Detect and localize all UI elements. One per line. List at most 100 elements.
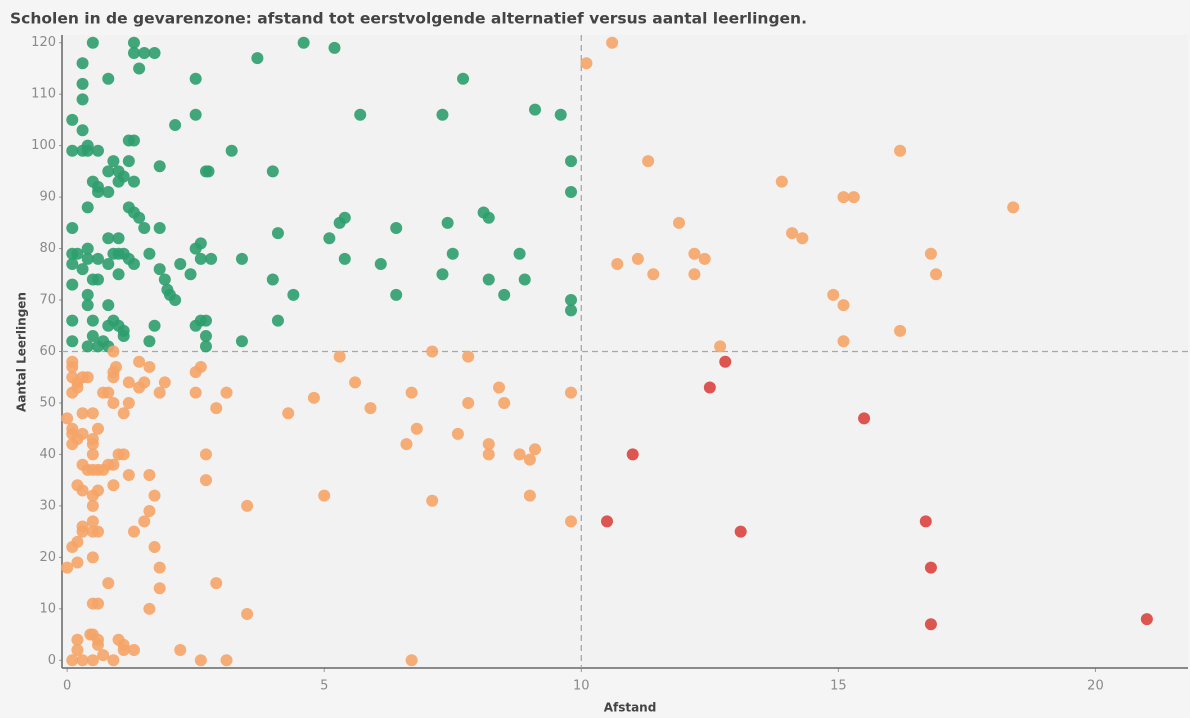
point	[66, 278, 79, 291]
point	[107, 345, 120, 358]
point	[127, 47, 140, 60]
x-axis-label: Afstand	[604, 701, 657, 715]
point	[102, 232, 115, 245]
point	[66, 438, 79, 451]
point	[400, 438, 413, 451]
point	[91, 638, 104, 651]
point	[462, 350, 475, 363]
point	[328, 41, 341, 54]
point	[354, 108, 367, 121]
y-tick-label: 30	[39, 498, 56, 513]
point	[565, 294, 578, 307]
point	[518, 273, 531, 286]
point	[76, 427, 89, 440]
point	[924, 247, 937, 260]
point	[161, 283, 174, 296]
point	[117, 330, 130, 343]
point	[174, 643, 187, 656]
point	[127, 36, 140, 49]
point	[138, 47, 151, 60]
point	[210, 577, 223, 590]
point	[703, 381, 716, 394]
point	[410, 422, 423, 435]
point	[102, 165, 115, 178]
point	[66, 335, 79, 348]
point	[235, 335, 248, 348]
point	[523, 489, 536, 502]
y-tick-label: 50	[39, 395, 56, 410]
point	[143, 602, 156, 615]
point	[122, 376, 135, 389]
point	[482, 211, 495, 224]
point	[102, 258, 115, 271]
point	[86, 448, 99, 461]
point	[127, 134, 140, 147]
point	[482, 438, 495, 451]
y-tick-label: 100	[31, 138, 56, 153]
point	[91, 185, 104, 198]
point	[71, 643, 84, 656]
point	[241, 607, 254, 620]
point	[930, 268, 943, 281]
point	[86, 654, 99, 667]
point	[81, 139, 94, 152]
point	[76, 263, 89, 276]
point	[199, 314, 212, 327]
point	[81, 252, 94, 265]
point	[374, 258, 387, 271]
point	[189, 108, 202, 121]
x-tick-label: 5	[320, 679, 328, 694]
point	[143, 360, 156, 373]
point	[91, 422, 104, 435]
point	[133, 62, 146, 75]
point	[169, 119, 182, 132]
y-tick-label: 70	[39, 293, 56, 308]
point	[565, 185, 578, 198]
point	[297, 36, 310, 49]
point	[199, 340, 212, 353]
point	[199, 448, 212, 461]
point	[837, 191, 850, 204]
point	[847, 191, 860, 204]
point	[107, 458, 120, 471]
point	[894, 144, 907, 157]
point	[611, 258, 624, 271]
point	[76, 93, 89, 106]
x-tick-label: 20	[1087, 679, 1104, 694]
point	[117, 448, 130, 461]
y-tick-label: 80	[39, 241, 56, 256]
point	[91, 144, 104, 157]
point	[405, 654, 418, 667]
point	[282, 407, 295, 420]
point	[194, 252, 207, 265]
point	[117, 643, 130, 656]
point	[76, 57, 89, 70]
point	[66, 221, 79, 234]
point	[827, 288, 840, 301]
point	[71, 535, 84, 548]
point	[102, 577, 115, 590]
point	[205, 252, 218, 265]
point	[210, 402, 223, 415]
point	[86, 515, 99, 528]
point	[647, 268, 660, 281]
point	[441, 216, 454, 229]
point	[631, 252, 644, 265]
point	[71, 633, 84, 646]
y-tick-label: 90	[39, 190, 56, 205]
point	[143, 247, 156, 260]
point	[91, 273, 104, 286]
point	[482, 448, 495, 461]
point	[102, 72, 115, 85]
point	[76, 124, 89, 137]
point	[158, 376, 171, 389]
x-tick-label: 15	[830, 679, 847, 694]
point	[318, 489, 331, 502]
point	[225, 144, 238, 157]
point	[523, 453, 536, 466]
point	[153, 561, 166, 574]
point	[858, 412, 871, 425]
point	[626, 448, 639, 461]
point	[714, 340, 727, 353]
point	[529, 103, 542, 116]
